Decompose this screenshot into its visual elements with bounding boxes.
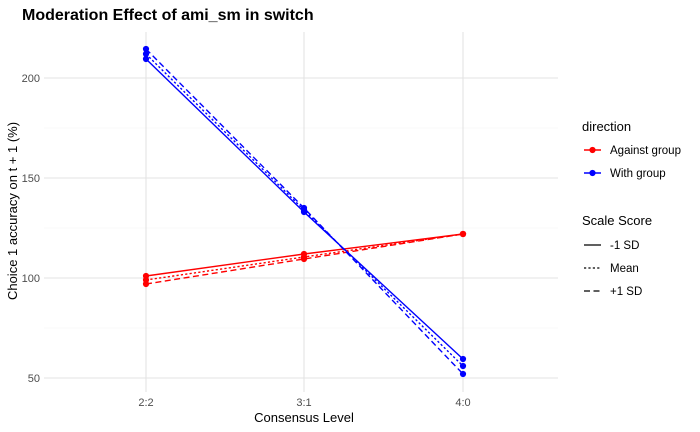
- y-tick-label: 50: [28, 373, 40, 385]
- legend-label: Against group: [610, 145, 681, 157]
- data-point: [142, 280, 150, 288]
- x-axis-title: Consensus Level: [254, 410, 354, 425]
- x-axis-ticks: 2:2 3:1 4:0: [138, 397, 470, 409]
- legend-label: +1 SD: [610, 286, 642, 298]
- y-tick-label: 150: [22, 173, 40, 185]
- legend-label: With group: [610, 168, 666, 180]
- data-point: [142, 55, 150, 63]
- legend-scale-score-title: Scale Score: [582, 213, 652, 228]
- legend-key-against-group: [584, 146, 601, 154]
- data-point: [459, 370, 467, 378]
- series-with-group-1sd: [142, 45, 467, 378]
- legend-direction: direction Against group With group: [582, 119, 681, 180]
- series-layer: [142, 45, 467, 378]
- data-point: [142, 45, 150, 53]
- data-point: [459, 230, 467, 238]
- data-point: [459, 362, 467, 370]
- data-point: [300, 255, 308, 263]
- series-against-group-1sd: [142, 230, 467, 288]
- y-tick-label: 100: [22, 273, 40, 285]
- legend-scale-score: Scale Score -1 SD Mean +1 SD: [582, 213, 652, 298]
- data-point: [459, 355, 467, 363]
- x-tick-label: 2:2: [138, 397, 153, 409]
- y-axis-title: Choice 1 accuracy on t + 1 (%): [5, 122, 20, 300]
- x-tick-label: 4:0: [455, 397, 470, 409]
- data-point: [142, 50, 150, 58]
- legend-key-with-group: [584, 169, 601, 177]
- data-point: [300, 204, 308, 212]
- legend-direction-title: direction: [582, 119, 631, 134]
- series-line: [145, 233, 464, 285]
- y-tick-label: 200: [22, 73, 40, 85]
- legend-key-point: [589, 169, 596, 177]
- legend-key-point: [589, 146, 596, 154]
- y-axis-ticks: 50 100 150 200: [22, 73, 40, 385]
- legend-label: Mean: [610, 263, 639, 275]
- chart-title: Moderation Effect of ami_sm in switch: [22, 7, 314, 24]
- legend-label: -1 SD: [610, 240, 639, 252]
- x-tick-label: 3:1: [296, 397, 311, 409]
